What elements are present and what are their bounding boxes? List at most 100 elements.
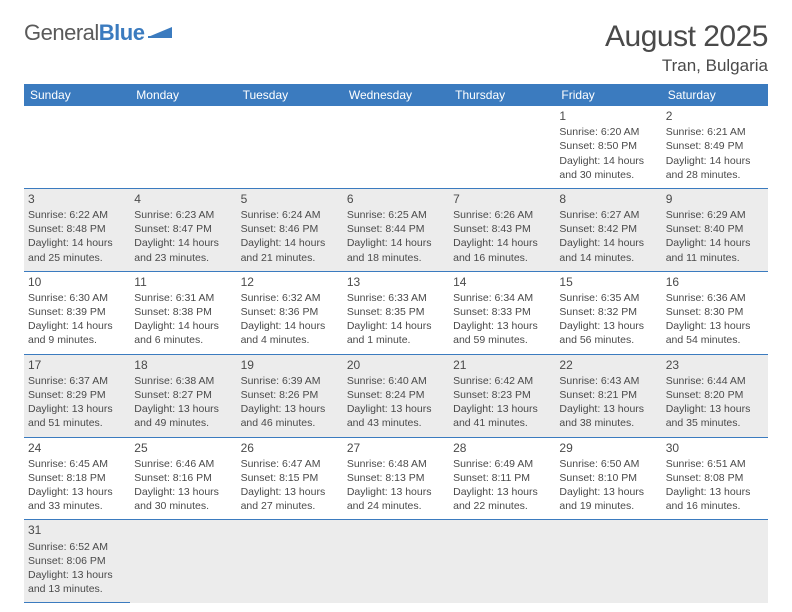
day-number: 8 xyxy=(559,191,657,207)
daylight: Daylight: 14 hours and 16 minutes. xyxy=(453,236,551,264)
calendar-day: 9Sunrise: 6:29 AMSunset: 8:40 PMDaylight… xyxy=(662,188,768,271)
sunset: Sunset: 8:47 PM xyxy=(134,222,232,236)
brand-name-b: Blue xyxy=(99,20,145,45)
daylight: Daylight: 14 hours and 11 minutes. xyxy=(666,236,764,264)
title-block: August 2025 Tran, Bulgaria xyxy=(605,20,768,76)
day-number: 27 xyxy=(347,440,445,456)
daylight: Daylight: 14 hours and 9 minutes. xyxy=(28,319,126,347)
daylight: Daylight: 13 hours and 22 minutes. xyxy=(453,485,551,513)
daylight: Daylight: 14 hours and 21 minutes. xyxy=(241,236,339,264)
day-number: 7 xyxy=(453,191,551,207)
sunset: Sunset: 8:21 PM xyxy=(559,388,657,402)
calendar-week: 10Sunrise: 6:30 AMSunset: 8:39 PMDayligh… xyxy=(24,271,768,354)
sunrise: Sunrise: 6:43 AM xyxy=(559,374,657,388)
sunset: Sunset: 8:20 PM xyxy=(666,388,764,402)
day-number: 24 xyxy=(28,440,126,456)
sunrise: Sunrise: 6:24 AM xyxy=(241,208,339,222)
daylight: Daylight: 13 hours and 19 minutes. xyxy=(559,485,657,513)
sunrise: Sunrise: 6:45 AM xyxy=(28,457,126,471)
day-number: 11 xyxy=(134,274,232,290)
daylight: Daylight: 13 hours and 38 minutes. xyxy=(559,402,657,430)
sunset: Sunset: 8:36 PM xyxy=(241,305,339,319)
calendar-day: 16Sunrise: 6:36 AMSunset: 8:30 PMDayligh… xyxy=(662,271,768,354)
daylight: Daylight: 13 hours and 33 minutes. xyxy=(28,485,126,513)
sunset: Sunset: 8:32 PM xyxy=(559,305,657,319)
day-number: 3 xyxy=(28,191,126,207)
sunset: Sunset: 8:40 PM xyxy=(666,222,764,236)
calendar-day: 18Sunrise: 6:38 AMSunset: 8:27 PMDayligh… xyxy=(130,354,236,437)
sunset: Sunset: 8:42 PM xyxy=(559,222,657,236)
calendar-empty xyxy=(237,106,343,188)
calendar-empty xyxy=(24,106,130,188)
calendar-day: 14Sunrise: 6:34 AMSunset: 8:33 PMDayligh… xyxy=(449,271,555,354)
day-number: 21 xyxy=(453,357,551,373)
sunset: Sunset: 8:24 PM xyxy=(347,388,445,402)
calendar-empty xyxy=(343,106,449,188)
sunrise: Sunrise: 6:40 AM xyxy=(347,374,445,388)
daylight: Daylight: 14 hours and 18 minutes. xyxy=(347,236,445,264)
sunset: Sunset: 8:23 PM xyxy=(453,388,551,402)
day-number: 26 xyxy=(241,440,339,456)
calendar-day: 7Sunrise: 6:26 AMSunset: 8:43 PMDaylight… xyxy=(449,188,555,271)
sunrise: Sunrise: 6:49 AM xyxy=(453,457,551,471)
day-number: 25 xyxy=(134,440,232,456)
day-number: 13 xyxy=(347,274,445,290)
day-number: 30 xyxy=(666,440,764,456)
daylight: Daylight: 14 hours and 23 minutes. xyxy=(134,236,232,264)
location: Tran, Bulgaria xyxy=(605,56,768,76)
day-number: 6 xyxy=(347,191,445,207)
calendar-day: 24Sunrise: 6:45 AMSunset: 8:18 PMDayligh… xyxy=(24,437,130,520)
day-number: 31 xyxy=(28,522,126,538)
calendar-day: 15Sunrise: 6:35 AMSunset: 8:32 PMDayligh… xyxy=(555,271,661,354)
daylight: Daylight: 13 hours and 16 minutes. xyxy=(666,485,764,513)
daylight: Daylight: 14 hours and 25 minutes. xyxy=(28,236,126,264)
calendar-week: 3Sunrise: 6:22 AMSunset: 8:48 PMDaylight… xyxy=(24,188,768,271)
calendar-day: 21Sunrise: 6:42 AMSunset: 8:23 PMDayligh… xyxy=(449,354,555,437)
daylight: Daylight: 13 hours and 41 minutes. xyxy=(453,402,551,430)
day-number: 15 xyxy=(559,274,657,290)
calendar-week: 17Sunrise: 6:37 AMSunset: 8:29 PMDayligh… xyxy=(24,354,768,437)
sunrise: Sunrise: 6:50 AM xyxy=(559,457,657,471)
day-number: 1 xyxy=(559,108,657,124)
day-number: 14 xyxy=(453,274,551,290)
sunrise: Sunrise: 6:38 AM xyxy=(134,374,232,388)
daylight: Daylight: 14 hours and 1 minute. xyxy=(347,319,445,347)
sunrise: Sunrise: 6:51 AM xyxy=(666,457,764,471)
daylight: Daylight: 13 hours and 24 minutes. xyxy=(347,485,445,513)
sunset: Sunset: 8:08 PM xyxy=(666,471,764,485)
calendar-day: 4Sunrise: 6:23 AMSunset: 8:47 PMDaylight… xyxy=(130,188,236,271)
sunrise: Sunrise: 6:31 AM xyxy=(134,291,232,305)
calendar-empty xyxy=(555,520,661,603)
sunrise: Sunrise: 6:36 AM xyxy=(666,291,764,305)
calendar-day: 6Sunrise: 6:25 AMSunset: 8:44 PMDaylight… xyxy=(343,188,449,271)
day-number: 20 xyxy=(347,357,445,373)
calendar-day: 23Sunrise: 6:44 AMSunset: 8:20 PMDayligh… xyxy=(662,354,768,437)
day-number: 18 xyxy=(134,357,232,373)
sunrise: Sunrise: 6:44 AM xyxy=(666,374,764,388)
calendar-body: 1Sunrise: 6:20 AMSunset: 8:50 PM Daylight… xyxy=(24,106,768,603)
sunset: Sunset: 8:38 PM xyxy=(134,305,232,319)
daylight: Daylight: 13 hours and 43 minutes. xyxy=(347,402,445,430)
calendar-empty xyxy=(237,520,343,603)
calendar-day: 5Sunrise: 6:24 AMSunset: 8:46 PMDaylight… xyxy=(237,188,343,271)
brand-name: GeneralBlue xyxy=(24,20,144,46)
sunrise: Sunrise: 6:20 AM xyxy=(559,125,657,139)
day-number: 10 xyxy=(28,274,126,290)
daylight: Daylight: 13 hours and 59 minutes. xyxy=(453,319,551,347)
weekday-header: Tuesday xyxy=(237,84,343,106)
weekday-header: Sunday xyxy=(24,84,130,106)
sunrise: Sunrise: 6:30 AM xyxy=(28,291,126,305)
sunset: Sunset: 8:15 PM xyxy=(241,471,339,485)
sunrise: Sunrise: 6:42 AM xyxy=(453,374,551,388)
calendar-day: 30Sunrise: 6:51 AMSunset: 8:08 PMDayligh… xyxy=(662,437,768,520)
sunset: Sunset: 8:50 PM xyxy=(559,139,657,153)
sunset: Sunset: 8:49 PM xyxy=(666,139,764,153)
sunrise: Sunrise: 6:47 AM xyxy=(241,457,339,471)
calendar-day: 31Sunrise: 6:52 AMSunset: 8:06 PMDayligh… xyxy=(24,520,130,603)
header: GeneralBlue August 2025 Tran, Bulgaria xyxy=(24,20,768,76)
sunset: Sunset: 8:26 PM xyxy=(241,388,339,402)
weekday-header: Saturday xyxy=(662,84,768,106)
daylight: Daylight: 14 hours and 6 minutes. xyxy=(134,319,232,347)
sunrise: Sunrise: 6:34 AM xyxy=(453,291,551,305)
sunrise: Sunrise: 6:22 AM xyxy=(28,208,126,222)
